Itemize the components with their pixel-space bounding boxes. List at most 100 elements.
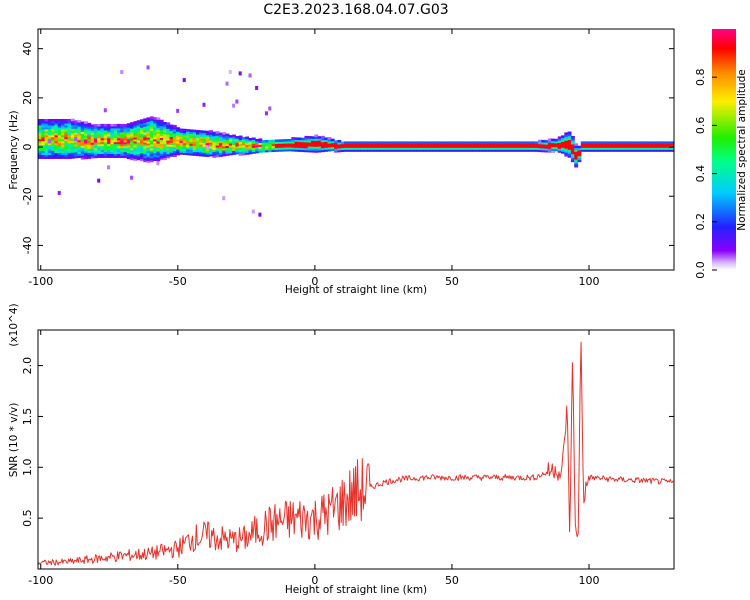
heatmap-cell (626, 145, 631, 148)
heatmap-cell (143, 118, 148, 121)
heatmap-cell (110, 133, 115, 137)
heatmap-cell (130, 122, 134, 125)
heatmap-cell (113, 123, 118, 127)
heatmap-cell (67, 142, 72, 146)
heatmap-cell (238, 135, 243, 139)
heatmap-cell (616, 145, 621, 148)
heatmap-cell (93, 143, 98, 147)
heatmap-cell (189, 133, 194, 136)
heatmap-cell (357, 149, 361, 152)
heatmap-cell (659, 145, 664, 148)
heatmap-cell (640, 141, 644, 144)
heatmap-cell (182, 150, 187, 154)
heatmap-cell (139, 154, 144, 158)
heatmap-cell (491, 147, 496, 150)
heatmap-cell (301, 149, 306, 153)
heatmap-cell (465, 147, 470, 150)
heatmap-cell (521, 149, 526, 152)
spectrogram-frame (37, 28, 675, 271)
heatmap-cell (462, 143, 467, 146)
heatmap-cell (620, 147, 625, 150)
heatmap-cell (47, 156, 52, 159)
heatmap-cell (38, 126, 42, 130)
heatmap-cell (258, 138, 263, 142)
heatmap-cell (531, 145, 536, 148)
heatmap-cell (195, 147, 200, 151)
heatmap-cell (97, 143, 102, 147)
heatmap-cell (87, 132, 92, 136)
heatmap-cell (485, 141, 490, 144)
heatmap-cell (284, 141, 289, 144)
heatmap-cell (485, 145, 490, 148)
heatmap-cell (360, 145, 365, 148)
heatmap-cell (238, 143, 243, 146)
heatmap-cell (195, 151, 200, 155)
heatmap-cell (156, 148, 161, 152)
heatmap-cell (567, 145, 572, 148)
heatmap-cell (669, 143, 674, 146)
heatmap-cell (222, 140, 227, 143)
heatmap-cell (163, 139, 167, 143)
heatmap-cell (110, 143, 115, 147)
heatmap-cell (166, 132, 171, 135)
heatmap-cell (87, 134, 92, 138)
heatmap-cell (567, 131, 572, 135)
heatmap-cell (468, 145, 473, 148)
x-tick-label: -50 (169, 574, 187, 587)
heatmap-cell (304, 139, 309, 143)
heatmap-cell (294, 143, 299, 146)
heatmap-cell (218, 136, 223, 140)
heatmap-cell (199, 153, 204, 157)
heatmap-cell (541, 149, 546, 153)
heatmap-cell (495, 141, 500, 144)
heatmap-cell (452, 149, 457, 152)
heatmap-cell (54, 152, 59, 156)
heatmap-cell (143, 159, 148, 163)
heatmap-cell (143, 120, 148, 123)
heatmap-cell (133, 148, 138, 152)
heatmap-cell (202, 134, 207, 138)
heatmap-cell (205, 136, 210, 140)
heatmap-cell (179, 148, 184, 151)
heatmap-cell (172, 128, 177, 132)
heatmap-cell (330, 140, 335, 144)
heatmap-cell (146, 121, 151, 124)
heatmap-cell (241, 150, 246, 154)
heatmap-cell (51, 150, 56, 154)
heatmap-cell (189, 141, 194, 144)
heatmap-cell (146, 160, 151, 164)
heatmap-cell (666, 145, 671, 148)
heatmap-cell (133, 156, 138, 160)
heatmap-cell (139, 158, 144, 162)
heatmap-cell (44, 132, 49, 136)
heatmap-cell (574, 145, 579, 148)
heatmap-cell (97, 155, 102, 158)
heatmap-cell (84, 121, 88, 124)
heatmap-cell (653, 143, 658, 146)
heatmap-cell (113, 141, 118, 145)
heatmap-cell (51, 142, 56, 146)
heatmap-cell (97, 147, 102, 151)
heatmap-cell (459, 147, 463, 150)
heatmap-cell (241, 142, 246, 146)
heatmap-cell (607, 141, 611, 144)
heatmap-cell (70, 130, 75, 134)
heatmap-cell (373, 143, 378, 146)
heatmap-cell (169, 146, 174, 149)
heatmap-cell (70, 152, 75, 155)
heatmap-cell (508, 149, 513, 152)
heatmap-cell (232, 152, 236, 155)
heatmap-cell (130, 155, 134, 159)
heatmap-cell (232, 103, 236, 108)
heatmap-cell (225, 135, 230, 139)
heatmap-cell (324, 139, 329, 142)
heatmap-cell (587, 141, 592, 144)
heatmap-cell (225, 137, 230, 141)
heatmap-cell (202, 136, 207, 140)
heatmap-cell (577, 157, 582, 161)
heatmap-cell (235, 145, 240, 149)
heatmap-cell (373, 145, 378, 148)
heatmap-cell (107, 127, 111, 131)
heatmap-cell (347, 149, 352, 152)
